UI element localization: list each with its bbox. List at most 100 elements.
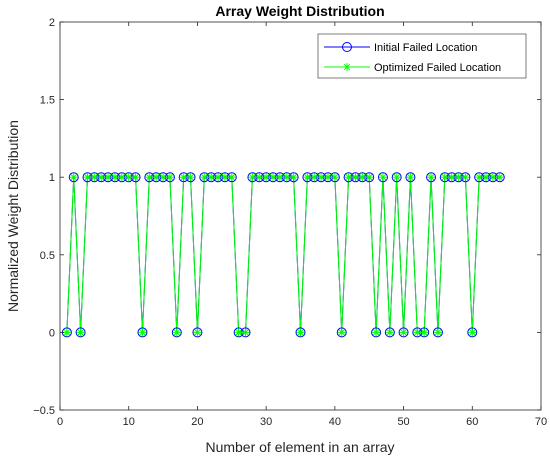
- data-point-initial: [405, 172, 416, 183]
- legend: Initial Failed Location Optimized Failed…: [317, 33, 527, 79]
- data-point-optimized: [468, 328, 477, 337]
- data-point-optimized: [186, 173, 195, 182]
- data-point-optimized: [440, 173, 449, 182]
- data-point-optimized: [138, 328, 147, 337]
- ticks-layer: 0 10 20 30 40 50 60 70−0.500.511.52: [33, 17, 547, 428]
- data-point-optimized: [234, 328, 243, 337]
- data-point-initial: [384, 327, 395, 338]
- legend-asterisk-glyph: [343, 63, 351, 71]
- legend-label-initial: Initial Failed Location: [374, 42, 477, 54]
- legend-label-optimized: Optimized Failed Location: [374, 62, 501, 74]
- data-point-optimized: [378, 173, 387, 182]
- y-tick-label: 2: [49, 17, 55, 29]
- data-point-optimized: [461, 173, 470, 182]
- data-point-optimized: [399, 328, 408, 337]
- data-point-optimized: [296, 328, 305, 337]
- x-axis-title: Number of element in an array: [205, 439, 394, 455]
- data-point-optimized: [454, 173, 463, 182]
- data-point-optimized: [289, 173, 298, 182]
- data-point-initial: [432, 327, 443, 338]
- data-point-optimized: [200, 173, 209, 182]
- plot-area: [60, 22, 541, 410]
- x-tick-label: 0: [57, 416, 63, 428]
- data-point-initial: [426, 172, 437, 183]
- data-point-initial: [295, 327, 306, 338]
- x-tick-label: 60: [466, 416, 478, 428]
- data-point-optimized: [214, 173, 223, 182]
- data-point-optimized: [220, 173, 229, 182]
- x-tick-label: 50: [397, 416, 409, 428]
- data-point-optimized: [282, 173, 291, 182]
- data-point-optimized: [179, 173, 188, 182]
- data-point-optimized: [365, 173, 374, 182]
- data-point-optimized: [420, 328, 429, 337]
- data-point-optimized: [413, 328, 422, 337]
- legend-marker-optimized: [343, 63, 351, 71]
- data-point-optimized: [269, 173, 278, 182]
- data-point-optimized: [90, 173, 99, 182]
- data-point-optimized: [482, 173, 491, 182]
- data-point-initial: [398, 327, 409, 338]
- data-point-optimized: [317, 173, 326, 182]
- data-point-optimized: [337, 328, 346, 337]
- data-point-optimized: [447, 173, 456, 182]
- y-tick-label: 1.5: [40, 95, 55, 107]
- data-point-initial: [377, 172, 388, 183]
- data-point-optimized: [165, 173, 174, 182]
- data-point-optimized: [207, 173, 216, 182]
- x-tick-label: 10: [123, 416, 135, 428]
- data-point-initial: [391, 172, 402, 183]
- data-point-initial: [192, 327, 203, 338]
- data-point-initial: [68, 172, 79, 183]
- data-point-optimized: [495, 173, 504, 182]
- plot-frame: [59, 21, 542, 411]
- y-tick-label: 0: [49, 327, 55, 339]
- data-point-optimized: [69, 173, 78, 182]
- series-layer: [61, 172, 505, 338]
- y-axis-title: Normalized Weight Distribution: [5, 120, 21, 312]
- data-point-initial: [137, 327, 148, 338]
- x-tick-label: 30: [260, 416, 272, 428]
- data-point-optimized: [172, 328, 181, 337]
- data-point-optimized: [97, 173, 106, 182]
- data-point-optimized: [83, 173, 92, 182]
- data-point-optimized: [488, 173, 497, 182]
- data-point-optimized: [344, 173, 353, 182]
- data-point-optimized: [310, 173, 319, 182]
- data-point-optimized: [392, 173, 401, 182]
- chart-title: Array Weight Distribution: [215, 3, 384, 19]
- legend-box: [317, 33, 527, 79]
- data-point-optimized: [262, 173, 271, 182]
- data-point-optimized: [351, 173, 360, 182]
- data-point-optimized: [330, 173, 339, 182]
- y-tick-label: 1: [49, 172, 55, 184]
- y-tick-label: 0.5: [40, 250, 55, 262]
- x-tick-label: 40: [329, 416, 341, 428]
- data-point-initial: [336, 327, 347, 338]
- data-point-optimized: [372, 328, 381, 337]
- x-tick-label: 20: [191, 416, 203, 428]
- data-point-optimized: [427, 173, 436, 182]
- data-point-optimized: [159, 173, 168, 182]
- data-point-optimized: [323, 173, 332, 182]
- data-point-initial: [371, 327, 382, 338]
- data-point-optimized: [227, 173, 236, 182]
- data-point-optimized: [117, 173, 126, 182]
- data-point-optimized: [104, 173, 113, 182]
- data-point-initial: [467, 327, 478, 338]
- data-point-optimized: [248, 173, 257, 182]
- data-point-optimized: [358, 173, 367, 182]
- data-point-optimized: [475, 173, 484, 182]
- data-point-optimized: [145, 173, 154, 182]
- data-point-optimized: [110, 173, 119, 182]
- legend-marker-initial: [342, 42, 352, 52]
- data-point-optimized: [62, 328, 71, 337]
- data-point-optimized: [275, 173, 284, 182]
- data-point-optimized: [193, 328, 202, 337]
- data-point-optimized: [76, 328, 85, 337]
- data-point-optimized: [406, 173, 415, 182]
- data-point-optimized: [303, 173, 312, 182]
- data-point-optimized: [433, 328, 442, 337]
- data-point-optimized: [241, 328, 250, 337]
